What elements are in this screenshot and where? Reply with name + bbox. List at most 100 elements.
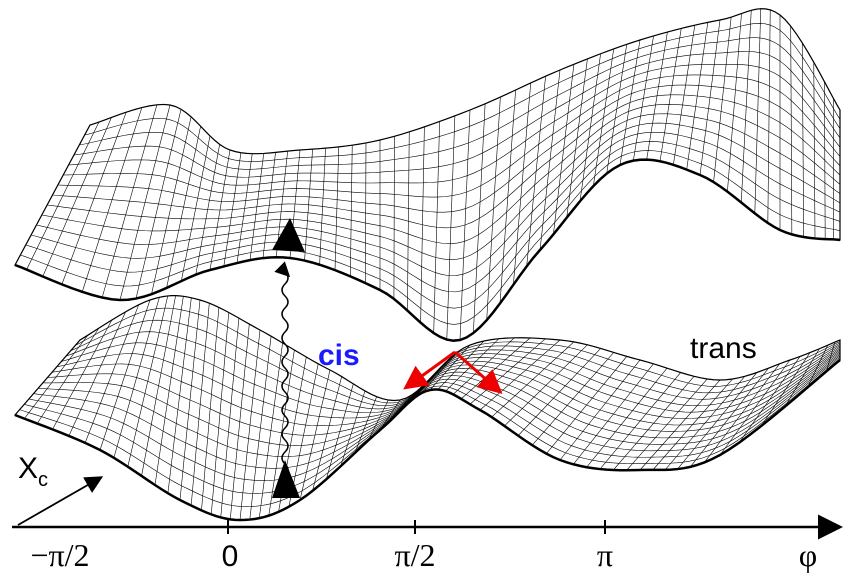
mesh	[531, 352, 614, 446]
mesh	[61, 112, 127, 285]
mesh	[813, 62, 816, 239]
mesh	[626, 378, 708, 471]
mesh	[304, 149, 313, 261]
axis-label: φ	[799, 537, 817, 573]
mesh	[437, 340, 485, 390]
red-arrow	[403, 350, 456, 390]
xc-axis	[17, 476, 104, 526]
mesh	[740, 10, 752, 203]
mesh	[319, 148, 326, 265]
excitation-arrow	[274, 261, 291, 489]
mesh	[539, 69, 561, 251]
mesh	[727, 13, 742, 192]
mesh	[652, 378, 733, 471]
trans-label: trans	[690, 332, 757, 365]
mesh	[223, 152, 242, 267]
mesh	[599, 372, 681, 470]
mesh	[113, 297, 160, 458]
mesh	[517, 348, 601, 436]
mesh	[546, 356, 628, 454]
mesh	[686, 22, 709, 170]
mesh	[699, 19, 721, 176]
mesh	[659, 28, 682, 162]
mesh	[713, 17, 732, 183]
mesh	[262, 152, 276, 259]
mesh	[312, 376, 342, 491]
mesh	[513, 82, 532, 285]
mesh	[14, 124, 91, 266]
excited-wavepacket	[272, 218, 305, 252]
mesh	[433, 121, 440, 334]
mesh	[429, 344, 471, 391]
mesh	[14, 339, 81, 416]
mesh	[249, 336, 272, 520]
mesh	[479, 339, 561, 411]
mesh	[166, 126, 201, 288]
mesh	[754, 8, 762, 214]
mesh	[407, 131, 410, 311]
mesh	[586, 367, 668, 468]
mesh	[677, 372, 758, 470]
mesh	[24, 335, 89, 419]
mesh	[210, 312, 230, 515]
mesh	[579, 53, 601, 202]
mesh	[190, 303, 210, 506]
mesh	[201, 307, 220, 511]
mesh	[761, 352, 811, 426]
mesh	[195, 144, 220, 275]
mesh	[389, 394, 412, 422]
mesh	[239, 329, 261, 521]
mesh	[354, 396, 377, 454]
mesh	[646, 31, 668, 160]
mesh	[491, 341, 575, 418]
mesh	[553, 64, 575, 235]
mesh	[99, 299, 151, 451]
mesh	[379, 399, 401, 431]
mesh	[613, 376, 695, 471]
mesh	[101, 104, 158, 298]
mesh	[801, 42, 805, 238]
mesh	[459, 109, 471, 341]
tick-label: −π/2	[30, 537, 89, 573]
mesh	[420, 126, 425, 323]
mesh	[784, 348, 820, 407]
mesh	[229, 324, 250, 520]
mesh	[460, 337, 531, 400]
mesh	[499, 89, 516, 304]
mesh	[807, 345, 829, 388]
mesh	[236, 153, 253, 264]
mesh	[664, 376, 746, 471]
mesh	[566, 58, 588, 218]
mesh	[504, 344, 588, 427]
mesh	[258, 342, 283, 519]
mesh	[326, 383, 354, 480]
mesh	[824, 81, 826, 240]
mesh	[719, 359, 791, 456]
tick-label: π/2	[394, 537, 435, 573]
mesh	[526, 76, 546, 267]
mesh	[367, 399, 389, 441]
mesh	[573, 363, 654, 465]
mesh	[52, 319, 113, 430]
mesh	[127, 295, 169, 467]
mesh	[704, 363, 780, 463]
mesh	[619, 39, 641, 166]
mesh	[393, 136, 395, 299]
mesh	[340, 390, 366, 467]
tick-label: π	[597, 537, 613, 573]
mesh	[606, 44, 628, 174]
mesh	[68, 311, 126, 437]
mesh	[135, 109, 182, 299]
cis-label: cis	[318, 339, 360, 372]
surfaces	[13, 8, 841, 522]
mesh	[473, 103, 486, 334]
mesh	[639, 379, 721, 471]
mesh	[486, 97, 501, 321]
mesh	[119, 104, 171, 301]
mesh	[414, 362, 446, 398]
xc-label: Xc	[18, 452, 48, 491]
mesh	[398, 385, 423, 413]
overlay: Xc cis trans −π/2 0 π/2 π φ	[12, 218, 843, 573]
mesh	[209, 149, 231, 271]
